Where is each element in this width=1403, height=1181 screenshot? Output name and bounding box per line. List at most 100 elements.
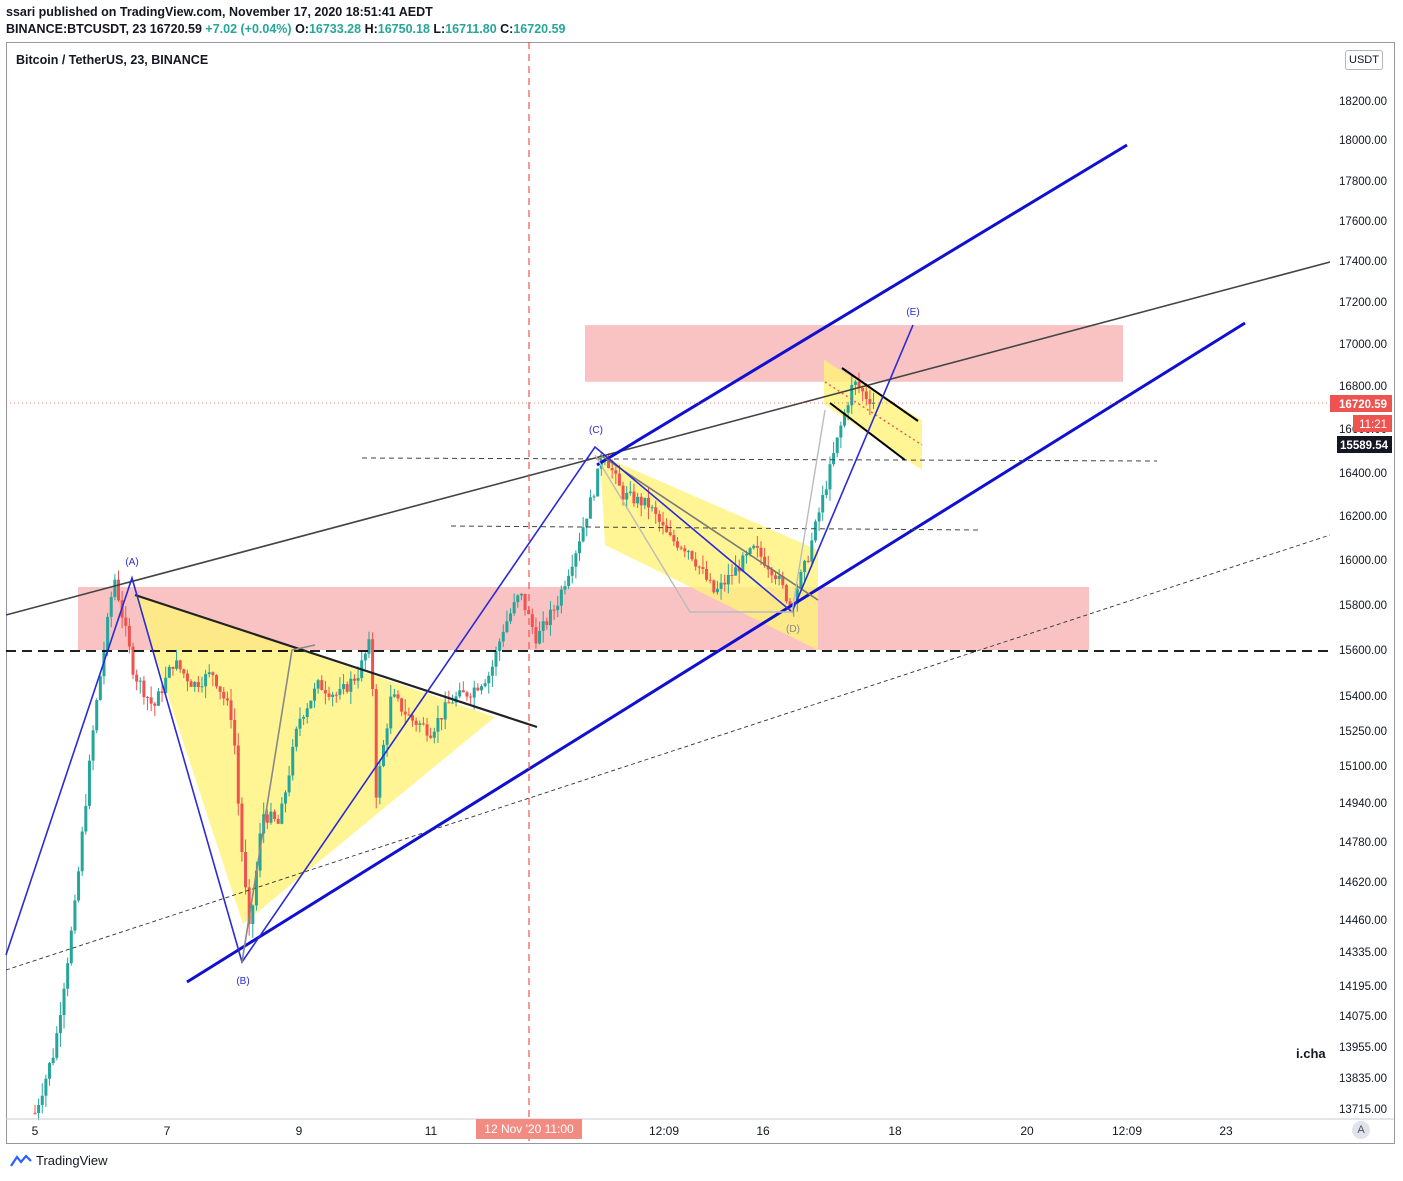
auto-scale-button[interactable]: A <box>1352 1121 1370 1139</box>
candle-body <box>632 491 636 504</box>
candle-body <box>730 574 734 576</box>
flag-midline-red[interactable] <box>824 381 923 446</box>
candle-body <box>516 595 520 603</box>
candle-body <box>204 674 208 687</box>
price-tick-label: 15400.00 <box>1339 691 1387 703</box>
wave-label: (C) <box>589 425 603 436</box>
candle-body <box>563 586 567 590</box>
tradingview-brand[interactable]: TradingView <box>10 1153 108 1168</box>
candle-body <box>723 582 727 585</box>
low-label: L: <box>433 22 446 36</box>
time-tick-label: 18 <box>888 1124 902 1138</box>
candle-body <box>302 716 306 719</box>
tradingview-logo-icon <box>10 1153 32 1167</box>
candle-body <box>414 720 418 725</box>
candle-body <box>748 548 752 555</box>
time-tick-label: 16 <box>756 1124 770 1138</box>
candle-body <box>106 616 110 651</box>
candle-body <box>371 639 375 690</box>
candle-body <box>367 639 371 654</box>
candle-body <box>774 575 778 580</box>
candle-body <box>556 605 560 611</box>
candle-body <box>817 512 821 522</box>
candle-body <box>617 473 621 486</box>
brand-label: TradingView <box>36 1153 108 1168</box>
candle-body <box>37 1105 41 1114</box>
candle-body <box>51 1057 55 1064</box>
candle-body <box>338 689 342 695</box>
ascending-channel-upper[interactable] <box>596 143 1128 467</box>
candle-body <box>770 569 774 576</box>
candle-body <box>450 702 454 704</box>
high-value: 16750.18 <box>377 22 430 36</box>
wave-abcde-path[interactable] <box>5 324 914 964</box>
candle-body <box>621 485 625 500</box>
candle-body <box>109 597 113 617</box>
candle-body <box>835 437 839 454</box>
candle-body <box>588 497 592 519</box>
candle-body <box>345 684 349 692</box>
price-tick-label: 16000.00 <box>1339 555 1387 567</box>
time-tick-label: 7 <box>164 1124 171 1138</box>
candle-body <box>741 555 745 572</box>
long-resistance-trendline[interactable] <box>5 261 1331 616</box>
price-tick-label: 14780.00 <box>1339 837 1387 849</box>
candle-body <box>342 684 346 690</box>
high-label: H: <box>364 22 378 36</box>
candle-body <box>581 527 585 542</box>
candle-body <box>552 609 556 611</box>
horizontal-ray[interactable] <box>361 457 1158 462</box>
candle-body <box>574 553 578 567</box>
candle-body <box>686 551 690 553</box>
flag-upper-line[interactable] <box>841 367 919 422</box>
candle-body <box>479 686 483 691</box>
candle-body <box>55 1033 59 1058</box>
candle-body <box>193 682 197 687</box>
candle-body <box>636 496 640 504</box>
price-tick-label: 18000.00 <box>1339 135 1387 147</box>
candle-body <box>425 724 429 736</box>
price-tick-label: 14075.00 <box>1339 1011 1387 1023</box>
candle-body <box>396 694 400 699</box>
long-support-trendline[interactable] <box>5 534 1331 971</box>
publisher-line: ssari published on TradingView.com, Nove… <box>6 5 433 19</box>
candle-body <box>701 567 705 569</box>
candle-body <box>672 535 676 542</box>
candle-body <box>821 494 825 513</box>
candle-body <box>265 814 269 823</box>
price-tick-label: 18200.00 <box>1339 96 1387 108</box>
candle-body <box>309 700 313 709</box>
resistance-zone <box>585 325 1123 382</box>
wave-sub-path[interactable] <box>594 409 826 613</box>
candle-body <box>872 402 876 405</box>
candle-body <box>178 660 182 670</box>
ascending-channel-lower[interactable] <box>186 321 1246 984</box>
candle-body <box>251 905 255 924</box>
currency-button[interactable]: USDT <box>1345 50 1383 70</box>
price-tick-label: 15800.00 <box>1339 600 1387 612</box>
flag-midline[interactable] <box>599 454 819 601</box>
candle-body <box>44 1078 48 1096</box>
triangle-upper-line[interactable] <box>134 593 538 729</box>
time-tick-label: 12:09 <box>649 1124 679 1138</box>
candle-body <box>153 703 157 706</box>
candle-body <box>385 728 389 745</box>
price-axis-bg <box>1330 43 1394 1143</box>
candle-body <box>185 673 189 682</box>
candle-body <box>842 412 846 426</box>
horizontal-ray[interactable] <box>450 525 981 531</box>
price-tick-label: 14940.00 <box>1339 798 1387 810</box>
candle-body <box>116 579 120 601</box>
wave-sub-path[interactable] <box>241 644 316 963</box>
price-tick-label: 13715.00 <box>1339 1104 1387 1116</box>
candle-body <box>73 900 77 931</box>
candle-body <box>853 381 857 385</box>
current-price-tag <box>1330 395 1392 412</box>
candle-body <box>744 554 748 556</box>
candle-body <box>592 496 596 498</box>
candle-body <box>795 588 799 604</box>
candle-body <box>62 988 66 1016</box>
candle-body <box>207 672 211 675</box>
candle-body <box>705 568 709 580</box>
